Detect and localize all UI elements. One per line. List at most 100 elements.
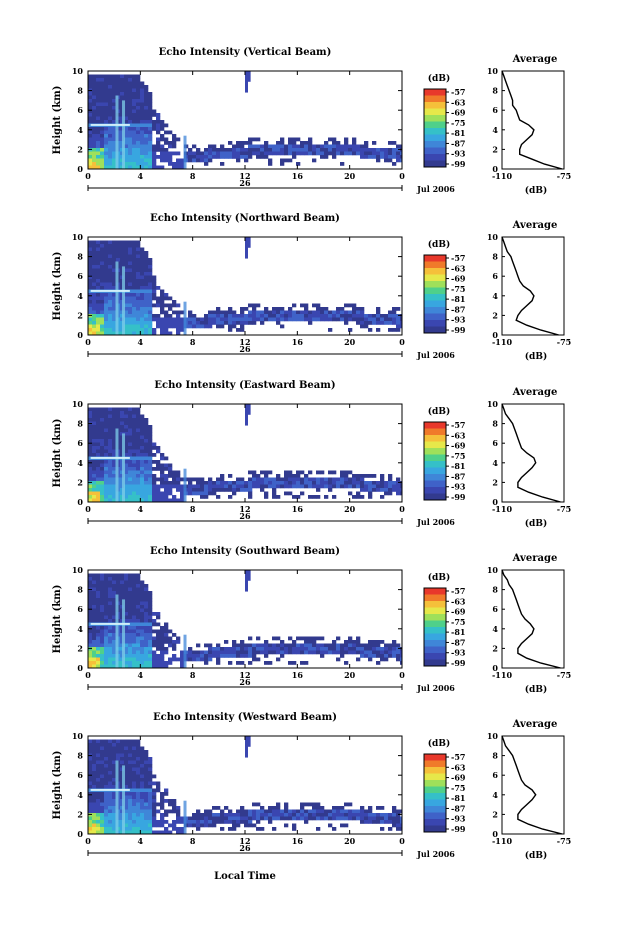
colorbar-swatch	[424, 108, 446, 116]
profile-y-tick-label: 4	[492, 291, 498, 301]
y-tick-label: 4	[77, 790, 83, 800]
colorbar-swatch	[424, 806, 446, 813]
profile-y-tick-label: 4	[492, 790, 498, 800]
x-tick-label: 0	[399, 337, 405, 347]
profile-y-tick-label: 0	[492, 164, 498, 174]
colorbar-frame	[423, 421, 447, 501]
y-tick-label: 8	[77, 419, 83, 429]
colorbar-swatch	[424, 793, 446, 800]
x-tick-label: 0	[399, 670, 405, 680]
profile-x-tick-label: -110	[492, 504, 512, 514]
colorbar-swatch	[424, 320, 446, 327]
profile-x-tick-label: -75	[557, 171, 571, 181]
colorbar-swatch	[424, 160, 446, 168]
colorbar-tick-label: -69	[451, 441, 466, 451]
colorbar-tick-label: -93	[451, 149, 466, 159]
colorbar-swatch	[424, 128, 446, 135]
colorbar-swatch	[424, 261, 446, 269]
y-tick-label: 6	[77, 105, 83, 115]
x-tick-label: 4	[138, 836, 144, 846]
colorbar-swatch	[424, 294, 446, 301]
date-month-label: Jul 2006	[416, 683, 455, 693]
profile-y-tick-label: 2	[492, 809, 498, 819]
colorbar-tick-label: -99	[451, 658, 466, 668]
echo-field	[88, 237, 402, 335]
colorbar-tick-label: -57	[451, 752, 465, 762]
y-tick-label: 4	[77, 291, 83, 301]
profile-title: Average	[512, 54, 558, 65]
profile-x-tick-label: -75	[557, 504, 571, 514]
colorbar-swatch	[424, 435, 446, 442]
y-tick-label: 0	[77, 497, 83, 507]
profile-y-tick-label: 2	[492, 310, 498, 320]
x-tick-label: 16	[292, 670, 304, 680]
colorbar-swatch	[424, 620, 446, 628]
x-tick-label: 4	[138, 337, 144, 347]
x-tick-label: 12	[239, 504, 250, 514]
date-month-label: Jul 2006	[416, 350, 455, 360]
date-day-label: 26	[239, 677, 251, 687]
colorbar-swatch	[424, 89, 446, 96]
x-tick-label: 12	[239, 836, 250, 846]
colorbar-swatch	[424, 799, 446, 807]
x-tick-label: 16	[292, 171, 304, 181]
chart-title: Echo Intensity (Eastward Beam)	[154, 380, 335, 391]
profile-x-label: (dB)	[525, 351, 547, 362]
colorbar-swatch	[424, 154, 446, 161]
profile-line	[501, 70, 563, 170]
profile-y-tick-label: 6	[492, 271, 498, 281]
profile-title: Average	[512, 719, 558, 730]
date-month-label: Jul 2006	[416, 517, 455, 527]
date-month-label: Jul 2006	[416, 184, 455, 194]
panel-4: Echo Intensity (Southward Beam) Height (k…	[52, 546, 571, 695]
colorbar-swatch	[424, 95, 446, 103]
colorbar-tick-label: -99	[451, 159, 466, 169]
chart-title: Echo Intensity (Vertical Beam)	[159, 47, 332, 58]
colorbar-frame	[423, 254, 447, 334]
x-tick-label: 12	[239, 171, 250, 181]
profile-y-tick-label: 6	[492, 770, 498, 780]
profile-x-tick-label: -75	[557, 670, 571, 680]
y-tick-label: 8	[77, 585, 83, 595]
y-tick-label: 4	[77, 624, 83, 634]
panel-2: Echo Intensity (Northward Beam) Height (k…	[52, 213, 571, 362]
colorbar-tick-label: -87	[451, 304, 465, 314]
profile-y-tick-label: 10	[487, 565, 499, 575]
colorbar-swatch	[424, 281, 446, 288]
colorbar-swatch	[424, 326, 446, 334]
profile-line	[501, 403, 561, 503]
profile-x-tick-label: -110	[492, 670, 512, 680]
y-tick-label: 0	[77, 164, 83, 174]
profile-y-tick-label: 10	[487, 399, 499, 409]
colorbar-tick-label: -75	[451, 284, 465, 294]
colorbar-tick-label: -57	[451, 253, 465, 263]
profile-y-tick-label: 10	[487, 232, 499, 242]
profile-y-tick-label: 4	[492, 624, 498, 634]
profile-title: Average	[512, 553, 558, 564]
colorbar-tick-label: -63	[451, 762, 466, 772]
profile-title: Average	[512, 387, 558, 398]
colorbar-tick-label: -93	[451, 648, 466, 658]
x-tick-label: 0	[85, 171, 91, 181]
colorbar-tick-label: -69	[451, 607, 466, 617]
colorbar-swatch	[424, 448, 446, 455]
y-tick-label: 8	[77, 86, 83, 96]
chart-title: Echo Intensity (Westward Beam)	[153, 712, 337, 723]
y-tick-label: 4	[77, 458, 83, 468]
y-tick-label: 4	[77, 125, 83, 135]
x-axis-label: Local Time	[214, 871, 276, 882]
date-day-label: 26	[239, 178, 251, 188]
profile-x-tick-label: -110	[492, 836, 512, 846]
colorbar-tick-label: -99	[451, 325, 466, 335]
colorbar-frame	[423, 753, 447, 833]
profile-y-tick-label: 0	[492, 330, 498, 340]
colorbar-swatch	[424, 115, 446, 122]
y-axis-label: Height (km)	[52, 252, 63, 321]
echo-field	[88, 404, 402, 502]
x-tick-label: 20	[344, 670, 356, 680]
x-tick-label: 12	[239, 670, 250, 680]
profile-y-tick-label: 2	[492, 643, 498, 653]
y-tick-label: 0	[77, 330, 83, 340]
colorbar-tick-label: -57	[451, 420, 465, 430]
colorbar-swatch	[424, 640, 446, 647]
